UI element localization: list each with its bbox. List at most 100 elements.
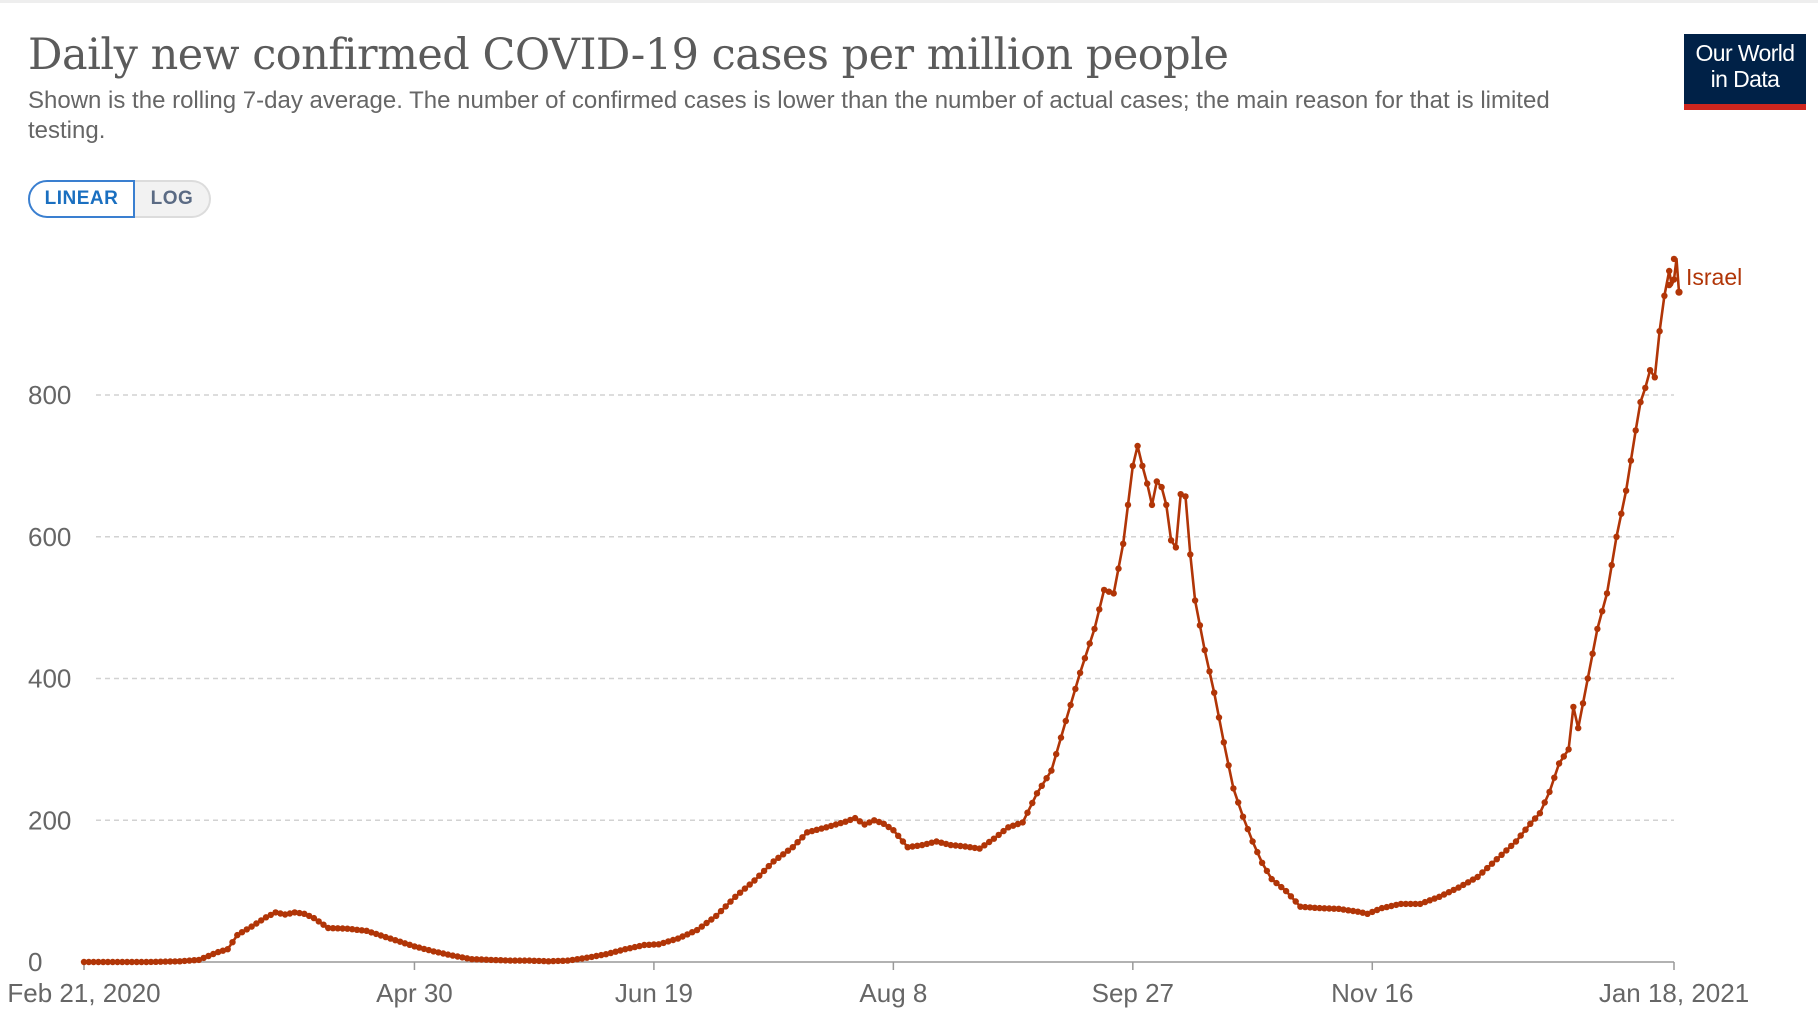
data-point[interactable] bbox=[1024, 809, 1031, 816]
data-point[interactable] bbox=[85, 958, 93, 966]
data-point[interactable] bbox=[497, 957, 504, 964]
data-point[interactable] bbox=[1661, 292, 1668, 299]
data-point[interactable] bbox=[219, 947, 227, 954]
data-point[interactable] bbox=[1215, 714, 1223, 721]
data-point[interactable] bbox=[713, 912, 720, 920]
data-point[interactable] bbox=[986, 838, 993, 846]
data-point[interactable] bbox=[1388, 902, 1395, 910]
data-point[interactable] bbox=[1014, 820, 1022, 828]
data-point[interactable] bbox=[1038, 782, 1046, 789]
data-point[interactable] bbox=[128, 958, 136, 966]
series-line-israel[interactable] bbox=[84, 257, 1681, 964]
data-point[interactable] bbox=[622, 946, 629, 953]
data-point[interactable] bbox=[660, 939, 667, 947]
data-point[interactable] bbox=[191, 957, 198, 964]
data-point[interactable] bbox=[416, 944, 423, 951]
data-point[interactable] bbox=[717, 907, 725, 915]
data-point[interactable] bbox=[756, 872, 763, 879]
data-point[interactable] bbox=[1666, 267, 1673, 275]
data-point[interactable] bbox=[1508, 842, 1515, 850]
data-point[interactable] bbox=[1464, 879, 1472, 886]
data-point[interactable] bbox=[746, 881, 753, 888]
data-point[interactable] bbox=[904, 844, 911, 851]
data-point[interactable] bbox=[396, 938, 404, 945]
data-point[interactable] bbox=[449, 952, 456, 959]
data-point[interactable] bbox=[1029, 799, 1036, 807]
data-point[interactable] bbox=[1191, 597, 1199, 604]
data-point[interactable] bbox=[1201, 646, 1208, 654]
data-point[interactable] bbox=[760, 867, 768, 875]
data-point[interactable] bbox=[665, 938, 672, 945]
data-point[interactable] bbox=[1541, 799, 1548, 806]
data-point[interactable] bbox=[1622, 487, 1630, 494]
data-point[interactable] bbox=[526, 957, 533, 964]
data-point[interactable] bbox=[1182, 493, 1189, 500]
data-point[interactable] bbox=[842, 818, 849, 825]
data-point[interactable] bbox=[856, 818, 863, 825]
data-point[interactable] bbox=[550, 957, 557, 965]
data-point[interactable] bbox=[741, 885, 749, 892]
data-point[interactable] bbox=[804, 829, 811, 836]
data-point[interactable] bbox=[535, 957, 543, 965]
data-point[interactable] bbox=[1440, 891, 1448, 898]
data-point[interactable] bbox=[238, 929, 246, 936]
data-point[interactable] bbox=[1460, 881, 1467, 889]
data-point[interactable] bbox=[1455, 884, 1462, 891]
data-point[interactable] bbox=[291, 909, 298, 916]
data-point[interactable] bbox=[430, 948, 437, 955]
data-point[interactable] bbox=[669, 936, 677, 944]
data-point[interactable] bbox=[243, 926, 250, 933]
data-point[interactable] bbox=[607, 949, 614, 957]
data-point[interactable] bbox=[1134, 442, 1141, 450]
data-point[interactable] bbox=[1292, 898, 1299, 905]
data-point[interactable] bbox=[554, 957, 562, 965]
data-point[interactable] bbox=[981, 842, 988, 849]
data-point[interactable] bbox=[1076, 669, 1084, 676]
data-point[interactable] bbox=[1053, 750, 1060, 758]
data-point[interactable] bbox=[1144, 480, 1151, 487]
data-point[interactable] bbox=[1153, 478, 1161, 485]
data-point[interactable] bbox=[468, 956, 476, 963]
data-point[interactable] bbox=[234, 931, 241, 939]
data-point[interactable] bbox=[119, 958, 126, 966]
data-point[interactable] bbox=[1335, 905, 1343, 912]
data-point[interactable] bbox=[358, 927, 365, 934]
data-point[interactable] bbox=[339, 925, 346, 932]
data-point[interactable] bbox=[123, 958, 131, 966]
data-point[interactable] bbox=[875, 818, 883, 826]
data-point[interactable] bbox=[1397, 900, 1405, 908]
data-point[interactable] bbox=[645, 941, 653, 948]
data-point[interactable] bbox=[1278, 883, 1285, 891]
data-point[interactable] bbox=[315, 918, 322, 925]
data-point[interactable] bbox=[942, 840, 950, 848]
data-point[interactable] bbox=[195, 956, 203, 964]
data-point[interactable] bbox=[636, 942, 643, 950]
linear-scale-button[interactable]: LINEAR bbox=[28, 180, 135, 218]
data-point[interactable] bbox=[780, 851, 787, 858]
data-point[interactable] bbox=[80, 958, 88, 966]
data-point[interactable] bbox=[626, 945, 634, 952]
data-point[interactable] bbox=[880, 820, 887, 827]
data-point[interactable] bbox=[1129, 462, 1137, 470]
data-point[interactable] bbox=[971, 844, 978, 852]
data-point[interactable] bbox=[531, 957, 538, 964]
data-point[interactable] bbox=[253, 920, 260, 927]
data-point[interactable] bbox=[214, 948, 222, 956]
data-point[interactable] bbox=[147, 958, 155, 966]
data-point[interactable] bbox=[157, 958, 164, 965]
data-point[interactable] bbox=[1282, 887, 1290, 895]
data-point[interactable] bbox=[1512, 838, 1520, 845]
data-point[interactable] bbox=[1479, 869, 1486, 876]
data-point[interactable] bbox=[899, 838, 907, 845]
data-point[interactable] bbox=[1594, 625, 1601, 633]
data-point[interactable] bbox=[1321, 905, 1328, 912]
data-point[interactable] bbox=[296, 909, 303, 917]
data-point[interactable] bbox=[885, 823, 892, 831]
data-point[interactable] bbox=[1498, 851, 1505, 858]
data-point[interactable] bbox=[1488, 860, 1496, 867]
data-point[interactable] bbox=[152, 958, 159, 965]
data-point[interactable] bbox=[1359, 909, 1366, 916]
data-point[interactable] bbox=[923, 840, 931, 848]
data-point[interactable] bbox=[957, 842, 964, 850]
data-point[interactable] bbox=[138, 958, 145, 966]
